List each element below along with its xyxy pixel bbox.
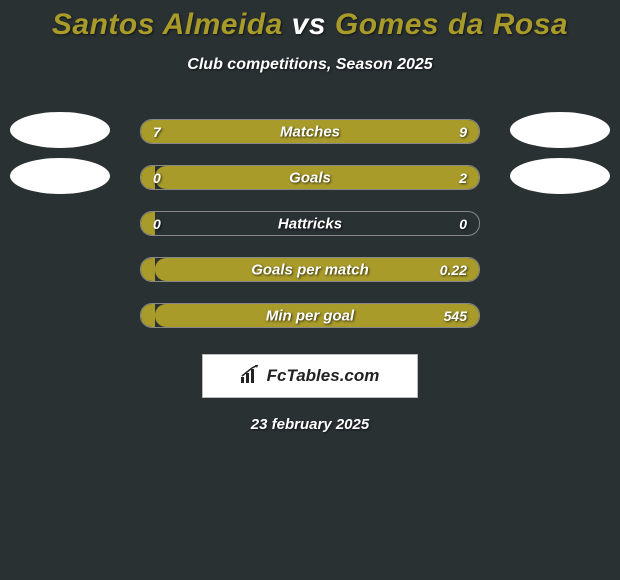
title-player2: Gomes da Rosa [335, 8, 568, 41]
infographic-container: Santos Almeida vs Gomes da Rosa Club com… [0, 0, 620, 433]
avatar-right [510, 112, 610, 148]
bar-track: Goals per match0.22 [140, 257, 480, 282]
bar-fill-left [141, 258, 155, 281]
bar-fill-left [141, 166, 155, 189]
stat-row: Goals per match0.22 [0, 250, 620, 296]
bar-track: Min per goal545 [140, 303, 480, 328]
logo-box: FcTables.com [202, 354, 418, 398]
avatar-left [10, 158, 110, 194]
bar-track: Matches79 [140, 119, 480, 144]
stat-row: Matches79 [0, 112, 620, 158]
bar-label: Hattricks [141, 215, 479, 232]
stat-row: Goals02 [0, 158, 620, 204]
bar-fill-right [283, 120, 479, 143]
logo-text: FcTables.com [267, 366, 380, 386]
bar-fill-left [141, 120, 283, 143]
footer-date: 23 february 2025 [0, 416, 620, 433]
title-vs: vs [283, 8, 335, 41]
bar-fill-left [141, 304, 155, 327]
bar-fill-right [155, 258, 479, 281]
bar-fill-right [155, 166, 479, 189]
page-title: Santos Almeida vs Gomes da Rosa [0, 8, 620, 42]
bar-track: Hattricks00 [140, 211, 480, 236]
bar-fill-left [141, 212, 155, 235]
bar-value-right: 0 [459, 216, 467, 232]
bar-fill-right [155, 304, 479, 327]
subtitle: Club competitions, Season 2025 [0, 56, 620, 74]
chart-icon [241, 365, 261, 388]
title-player1: Santos Almeida [52, 8, 283, 41]
avatar-left [10, 112, 110, 148]
stat-row: Min per goal545 [0, 296, 620, 342]
stat-row: Hattricks00 [0, 204, 620, 250]
bar-track: Goals02 [140, 165, 480, 190]
comparison-chart: Matches79 Goals02 Hattricks00 Goals per mat… [0, 112, 620, 342]
avatar-right [510, 158, 610, 194]
